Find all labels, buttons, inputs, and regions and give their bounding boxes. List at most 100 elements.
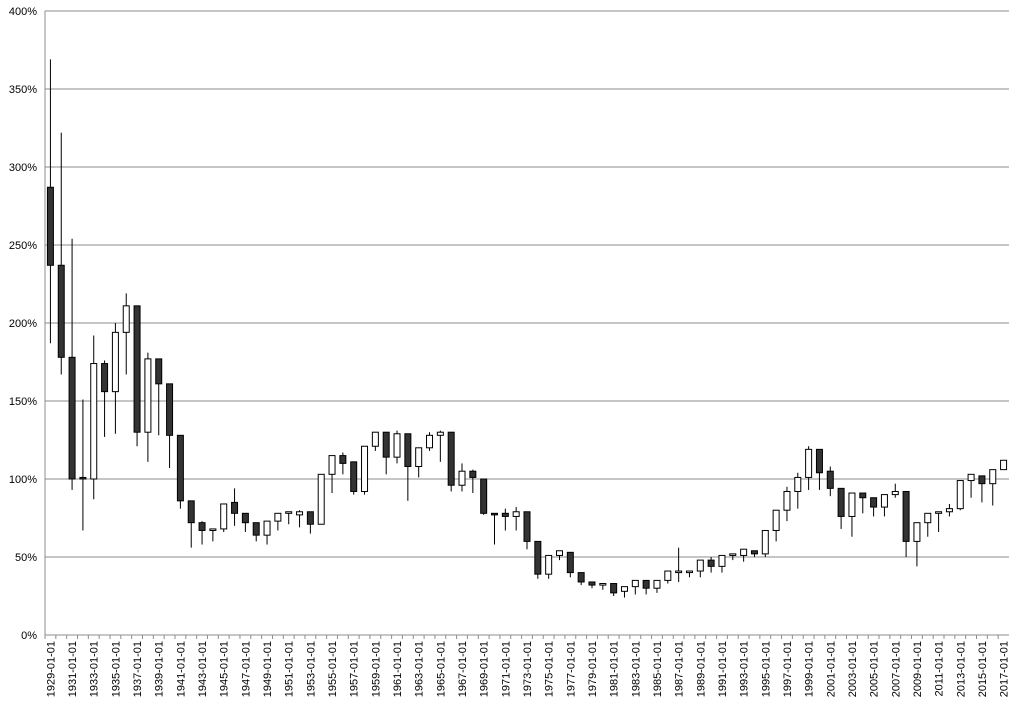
candle-body [870,497,878,508]
candle-body [610,583,618,594]
x-tick-label: 1955-01-01 [327,641,339,697]
candle-body [566,551,574,574]
candle-body [1000,459,1008,471]
candle-body [480,478,488,514]
y-tick-label: 250% [9,240,37,252]
x-tick-label: 1963-01-01 [414,641,426,697]
y-tick-label: 400% [9,6,37,18]
y-tick-label: 0% [21,630,37,642]
x-tick-label: 2009-01-01 [912,641,924,697]
x-tick-label: 1965-01-01 [435,641,447,697]
x-tick-label: 1973-01-01 [522,641,534,697]
x-tick-label: 2003-01-01 [847,641,859,697]
x-tick-label: 1947-01-01 [240,641,252,697]
candle-body [729,553,737,556]
x-tick-label: 1929-01-01 [45,641,57,697]
candle-body [176,434,184,502]
candle-body [837,487,845,517]
candle-body [220,503,228,530]
candle-body [111,331,119,393]
x-tick-label: 1935-01-01 [110,641,122,697]
candle-body [696,559,704,572]
y-tick-label: 100% [9,474,37,486]
candle-body [523,511,531,542]
candle-body [924,512,932,524]
candle-body [675,570,683,574]
candle-body [956,480,964,510]
x-tick-label: 2001-01-01 [825,641,837,697]
candle-body [68,356,76,480]
x-tick-label: 1997-01-01 [782,641,794,697]
candle-body [685,570,693,574]
candle-body [740,548,748,556]
x-tick-label: 1985-01-01 [652,641,664,697]
x-tick-label: 1943-01-01 [197,641,209,697]
candle-body [935,511,943,514]
candle-body [155,358,163,385]
candle-body [588,581,596,586]
x-tick-label: 1991-01-01 [717,641,729,697]
x-tick-label: 1949-01-01 [262,641,274,697]
candle-body [231,501,239,514]
candle-body [805,448,813,478]
candle-body [664,570,672,581]
x-tick-label: 1959-01-01 [370,641,382,697]
candle-body [859,492,867,499]
candle-body [133,305,141,433]
candle-body [274,512,282,522]
x-tick-label: 1981-01-01 [609,641,621,697]
x-tick-label: 2015-01-01 [977,641,989,697]
candle-body [642,579,650,589]
candle-body [848,492,856,517]
x-tick-label: 2005-01-01 [869,641,881,697]
candle-body [166,383,174,436]
candle-body [545,554,553,575]
candle-body [815,448,823,474]
candle-body [707,559,715,567]
candle-body [144,358,152,433]
x-tick-label: 2011-01-01 [934,641,946,696]
y-tick-label: 150% [9,396,37,408]
candle-body [426,434,434,449]
candle-body [241,512,249,524]
x-tick-label: 1987-01-01 [674,641,686,697]
y-tick-label: 300% [9,162,37,174]
candle-body [512,511,520,517]
x-tick-label: 2017-01-01 [999,641,1011,697]
candle-body [361,445,369,492]
candle-body [534,540,542,575]
candle-body [252,522,260,536]
candle-body [491,512,499,516]
candle-body [989,469,997,485]
candle-body [599,583,607,586]
candle-body [577,572,585,583]
candle-body [328,455,336,475]
candle-body [339,455,347,464]
x-tick-label: 1931-01-01 [67,641,79,697]
candle-body [122,305,130,333]
candle-body [57,264,65,358]
candle-body [501,512,509,517]
x-tick-label: 1971-01-01 [500,641,512,697]
x-tick-label: 1977-01-01 [565,641,577,697]
candle-body [393,433,401,458]
candle-body [794,476,802,492]
candle-body [436,431,444,436]
candle-body [891,490,899,496]
x-tick-label: 1945-01-01 [219,641,231,697]
x-tick-label: 1941-01-01 [175,641,187,697]
candle-body [772,509,780,531]
y-tick-label: 50% [15,552,37,564]
candle-body [469,470,477,478]
y-tick-label: 200% [9,318,37,330]
candle-body [967,473,975,482]
candle-body [90,363,98,480]
x-tick-label: 1951-01-01 [284,641,296,697]
candle-body [350,461,358,492]
candle-body [306,511,314,525]
x-tick-label: 1969-01-01 [479,641,491,697]
candle-body [458,470,466,486]
candle-body [404,433,412,468]
candle-body [718,554,726,567]
